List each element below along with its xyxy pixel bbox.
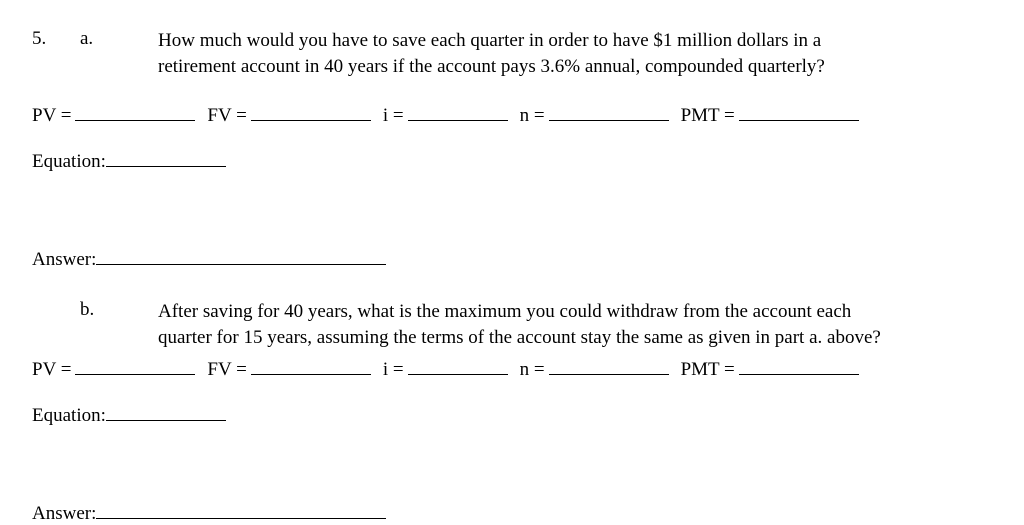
blank-pv-b[interactable] xyxy=(75,355,195,375)
part-b-text: After saving for 40 years, what is the m… xyxy=(158,299,992,350)
part-a-text: How much would you have to save each qua… xyxy=(158,28,992,79)
label-n-b: n = xyxy=(520,359,549,381)
part-b-equation-row: Equation: xyxy=(32,401,992,427)
label-pmt-b: PMT = xyxy=(681,359,739,381)
label-pmt: PMT = xyxy=(681,105,739,127)
problem-number: 5. xyxy=(32,28,80,50)
label-equation-b: Equation: xyxy=(32,405,106,427)
part-a-equation-row: Equation: xyxy=(32,147,992,173)
part-a-header: 5. a. How much would you have to save ea… xyxy=(32,28,992,79)
part-b-line2: quarter for 15 years, assuming the terms… xyxy=(158,327,881,348)
label-i-b: i = xyxy=(383,359,408,381)
label-pv-b: PV = xyxy=(32,359,75,381)
blank-equation-b[interactable] xyxy=(106,401,226,421)
blank-equation-a[interactable] xyxy=(106,147,226,167)
label-pv: PV = xyxy=(32,105,75,127)
part-b-line1: After saving for 40 years, what is the m… xyxy=(158,301,851,322)
label-answer-a: Answer: xyxy=(32,249,96,271)
blank-answer-b[interactable] xyxy=(96,499,386,519)
blank-i-a[interactable] xyxy=(408,101,508,121)
blank-pv-a[interactable] xyxy=(75,101,195,121)
part-b-label: b. xyxy=(80,299,158,321)
part-a-line1: How much would you have to save each qua… xyxy=(158,30,821,51)
part-a-label: a. xyxy=(80,28,158,50)
label-n: n = xyxy=(520,105,549,127)
part-a-line2: retirement account in 40 years if the ac… xyxy=(158,56,825,77)
label-fv-b: FV = xyxy=(207,359,250,381)
blank-n-b[interactable] xyxy=(549,355,669,375)
part-b-header: b. After saving for 40 years, what is th… xyxy=(32,299,992,350)
part-b-answer-row: Answer: xyxy=(32,499,992,525)
label-i: i = xyxy=(383,105,408,127)
part-a-answer-row: Answer: xyxy=(32,245,992,271)
blank-i-b[interactable] xyxy=(408,355,508,375)
blank-fv-b[interactable] xyxy=(251,355,371,375)
label-equation-a: Equation: xyxy=(32,151,106,173)
label-answer-b: Answer: xyxy=(32,503,96,525)
blank-n-a[interactable] xyxy=(549,101,669,121)
blank-answer-a[interactable] xyxy=(96,245,386,265)
blank-pmt-b[interactable] xyxy=(739,355,859,375)
part-b-vars: PV = FV = i = n = PMT = xyxy=(32,355,992,381)
part-a-vars: PV = FV = i = n = PMT = xyxy=(32,101,992,127)
blank-pmt-a[interactable] xyxy=(739,101,859,121)
blank-fv-a[interactable] xyxy=(251,101,371,121)
label-fv: FV = xyxy=(207,105,250,127)
